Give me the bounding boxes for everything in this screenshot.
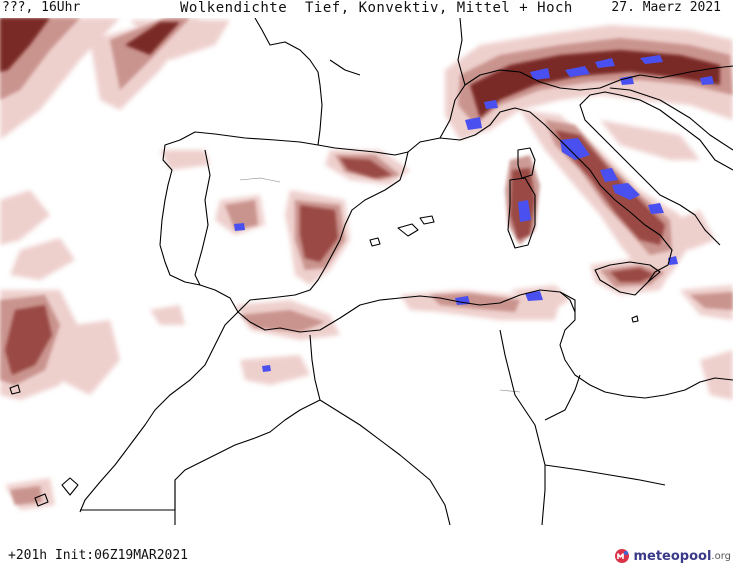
weather-map [0,18,733,526]
map-title: Wolkendichte Tief, Konvektiv, Mittel + H… [180,0,573,16]
convective-cells [234,55,714,372]
logo-suffix: .org [711,550,731,562]
map-footer: +201h Init:06Z19MAR2021 meteopool .org [0,544,733,566]
region-borders [239,177,521,393]
coastlines [9,18,733,526]
meteopool-logo-icon [615,549,630,563]
model-run-info: +201h Init:06Z19MAR2021 [8,548,189,563]
meteopool-logo[interactable]: meteopool .org [614,546,731,566]
logo-name: meteopool [633,548,712,564]
forecast-time-label: ???, 16Uhr [2,0,81,15]
forecast-date: 27. Maerz 2021 [611,0,721,15]
cloud-layer-light [0,18,733,510]
map-header: ???, 16Uhr Wolkendichte Tief, Konvektiv,… [0,0,733,18]
cloud-layer-dense [0,18,720,375]
